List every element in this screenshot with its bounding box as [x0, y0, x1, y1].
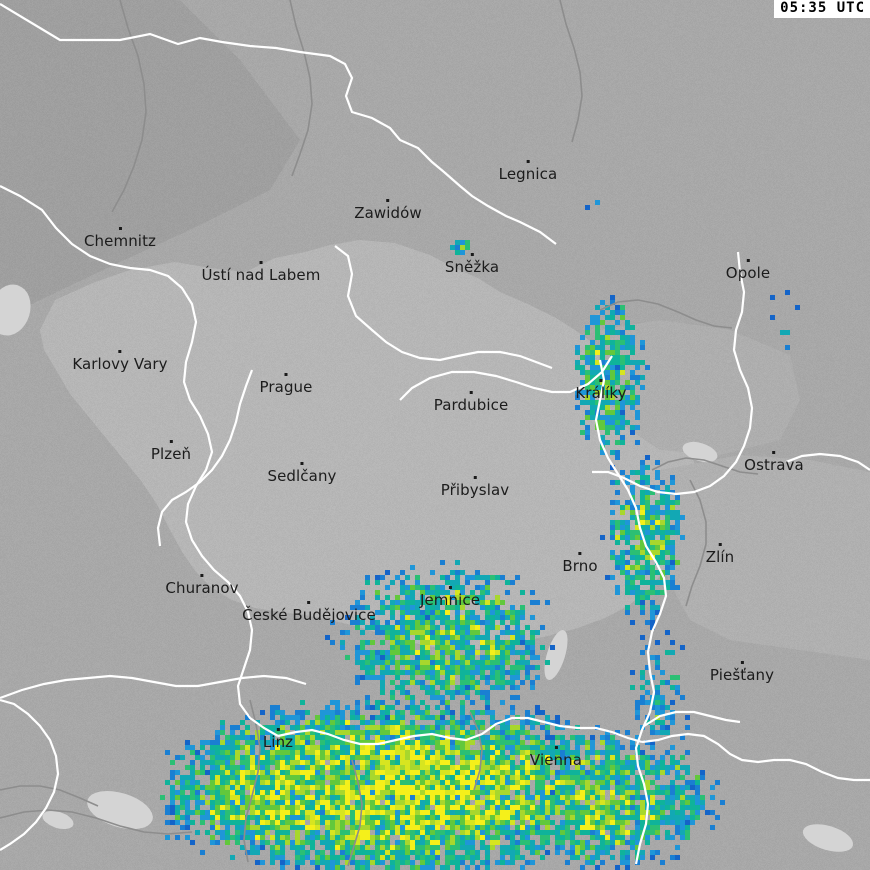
city-marker-pibyslav[interactable]: Přibyslav — [441, 476, 509, 498]
city-dot-icon — [259, 261, 263, 264]
city-dot-icon — [772, 451, 776, 454]
city-dot-icon — [718, 543, 722, 546]
city-marker-plze[interactable]: Plzeň — [151, 440, 191, 462]
city-marker-esk-budjovice[interactable]: České Budějovice — [242, 601, 376, 623]
city-dot-icon — [118, 227, 122, 230]
city-marker-jemnice[interactable]: Jemnice — [420, 586, 480, 608]
city-label-plze: Plzeň — [150, 445, 192, 463]
city-marker-snka[interactable]: Sněžka — [445, 253, 499, 275]
city-marker-karlovy-vary[interactable]: Karlovy Vary — [72, 350, 168, 373]
city-label-krlky: Králíky — [575, 384, 627, 402]
city-label-linz: Linz — [262, 733, 294, 751]
city-dot-icon — [386, 199, 390, 202]
city-label-pardubice: Pardubice — [433, 396, 509, 414]
city-dot-icon — [300, 462, 304, 465]
city-marker-st-nad-labem[interactable]: Ústí nad Labem — [202, 261, 321, 283]
city-dot-icon — [448, 586, 452, 589]
city-dot-icon — [470, 253, 474, 256]
city-label-karlovy-vary: Karlovy Vary — [72, 355, 168, 373]
timestamp-badge: 05:35 UTC — [774, 0, 870, 18]
city-marker-vienna[interactable]: Vienna — [530, 746, 582, 768]
city-label-zawidw: Zawidów — [354, 204, 422, 222]
city-dot-icon — [599, 379, 603, 382]
city-label-snka: Sněžka — [444, 258, 500, 276]
city-label-vienna: Vienna — [529, 751, 583, 769]
city-dot-icon — [276, 728, 280, 731]
city-marker-opole[interactable]: Opole — [726, 259, 770, 281]
city-marker-legnica[interactable]: Legnica — [499, 160, 558, 182]
city-label-ostrava: Ostrava — [744, 456, 804, 474]
city-marker-krlky[interactable]: Králíky — [575, 379, 627, 402]
city-marker-linz[interactable]: Linz — [263, 728, 293, 750]
city-dot-icon — [740, 661, 744, 664]
city-label-pieany: Piešťany — [709, 666, 775, 684]
city-dot-icon — [554, 746, 558, 749]
city-label-jemnice: Jemnice — [419, 591, 481, 609]
city-label-prague: Prague — [259, 378, 313, 396]
city-label-sedlany: Sedlčany — [267, 467, 337, 485]
city-dot-icon — [169, 440, 173, 443]
city-label-esk-budjovice: České Budějovice — [242, 606, 376, 624]
city-marker-zawidw[interactable]: Zawidów — [354, 199, 422, 221]
city-marker-pieany[interactable]: Piešťany — [710, 661, 774, 683]
city-marker-brno[interactable]: Brno — [562, 552, 598, 575]
city-dot-icon — [469, 391, 473, 394]
city-label-brno: Brno — [562, 557, 598, 575]
city-marker-zln[interactable]: Zlín — [706, 543, 735, 565]
city-dot-icon — [746, 259, 750, 262]
city-label-churanov: Churanov — [165, 579, 239, 597]
city-dot-icon — [200, 574, 204, 577]
city-dot-icon — [307, 601, 311, 604]
city-dot-icon — [284, 373, 288, 376]
city-label-opole: Opole — [725, 264, 771, 282]
city-label-chemnitz: Chemnitz — [83, 232, 157, 250]
city-dot-icon — [473, 476, 477, 479]
city-dot-icon — [526, 160, 530, 163]
city-marker-sedlany[interactable]: Sedlčany — [267, 462, 336, 484]
city-label-legnica: Legnica — [498, 165, 558, 183]
city-marker-ostrava[interactable]: Ostrava — [744, 451, 804, 473]
city-marker-prague[interactable]: Prague — [260, 373, 313, 395]
city-marker-pardubice[interactable]: Pardubice — [434, 391, 509, 413]
city-label-st-nad-labem: Ústí nad Labem — [201, 266, 321, 284]
city-dot-icon — [578, 552, 582, 555]
city-marker-churanov[interactable]: Churanov — [165, 574, 239, 597]
city-dot-icon — [118, 350, 122, 353]
city-label-pibyslav: Přibyslav — [440, 481, 510, 499]
city-label-zln: Zlín — [705, 548, 735, 566]
city-marker-chemnitz[interactable]: Chemnitz — [84, 227, 156, 249]
